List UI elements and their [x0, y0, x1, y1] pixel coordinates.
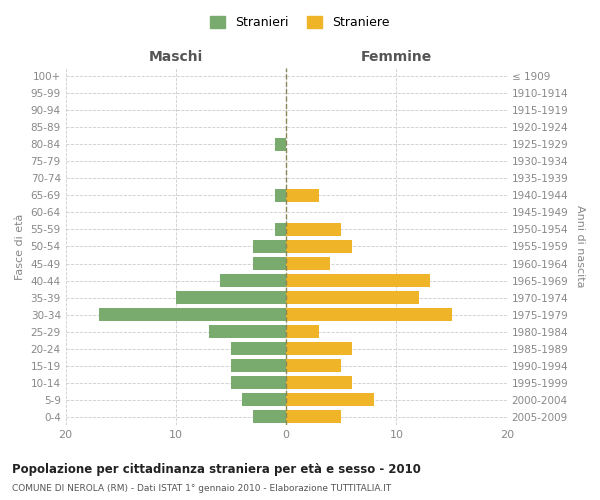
Bar: [253, 410, 286, 423]
Bar: [231, 376, 286, 389]
Text: COMUNE DI NEROLA (RM) - Dati ISTAT 1° gennaio 2010 - Elaborazione TUTTITALIA.IT: COMUNE DI NEROLA (RM) - Dati ISTAT 1° ge…: [12, 484, 391, 493]
Bar: [231, 359, 286, 372]
Y-axis label: Anni di nascita: Anni di nascita: [575, 205, 585, 288]
Bar: [286, 308, 452, 321]
Bar: [275, 223, 286, 236]
Bar: [286, 325, 319, 338]
Text: Maschi: Maschi: [149, 50, 203, 64]
Bar: [286, 257, 331, 270]
Bar: [99, 308, 286, 321]
Bar: [275, 189, 286, 202]
Bar: [286, 240, 352, 253]
Bar: [176, 291, 286, 304]
Bar: [231, 342, 286, 355]
Bar: [286, 223, 341, 236]
Bar: [286, 359, 341, 372]
Bar: [286, 376, 352, 389]
Bar: [253, 257, 286, 270]
Bar: [286, 189, 319, 202]
Bar: [286, 393, 374, 406]
Bar: [209, 325, 286, 338]
Bar: [286, 342, 352, 355]
Y-axis label: Fasce di età: Fasce di età: [15, 214, 25, 280]
Bar: [286, 291, 419, 304]
Text: Femmine: Femmine: [361, 50, 432, 64]
Bar: [286, 410, 341, 423]
Bar: [220, 274, 286, 287]
Legend: Stranieri, Straniere: Stranieri, Straniere: [205, 11, 395, 34]
Bar: [286, 274, 430, 287]
Bar: [275, 138, 286, 151]
Text: Popolazione per cittadinanza straniera per età e sesso - 2010: Popolazione per cittadinanza straniera p…: [12, 462, 421, 475]
Bar: [242, 393, 286, 406]
Bar: [253, 240, 286, 253]
